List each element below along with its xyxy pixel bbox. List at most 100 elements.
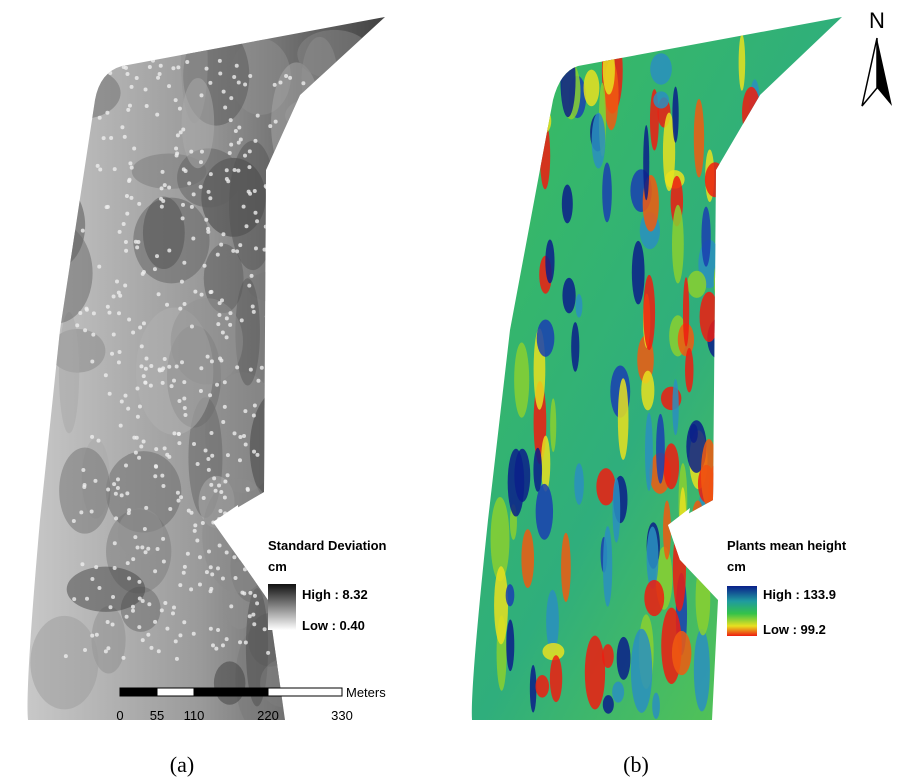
texture-dot	[90, 576, 95, 581]
texture-patch	[27, 294, 45, 348]
texture-dot	[111, 594, 116, 599]
texture-dot	[127, 508, 132, 513]
texture-dot	[97, 264, 102, 269]
texture-dot	[161, 559, 166, 564]
texture-dot	[89, 509, 94, 514]
texture-dot	[228, 311, 233, 316]
texture-patch	[506, 619, 515, 672]
texture-dot	[241, 204, 246, 209]
texture-patch	[701, 541, 723, 580]
texture-dot	[277, 574, 282, 579]
texture-patch	[539, 122, 551, 190]
texture-dot	[182, 380, 187, 385]
texture-patch	[335, 60, 381, 122]
texture-dot	[78, 311, 83, 316]
texture-dot	[121, 655, 126, 660]
texture-patch	[672, 379, 679, 436]
texture-dot	[221, 89, 226, 94]
texture-dot	[111, 294, 116, 299]
legend-high: High : 8.32	[302, 587, 368, 602]
texture-dot	[126, 107, 131, 112]
texture-dot	[278, 185, 283, 190]
texture-patch	[285, 96, 355, 135]
texture-dot	[118, 60, 123, 65]
texture-dot	[137, 201, 142, 206]
texture-patch	[750, 408, 765, 438]
texture-dot	[306, 128, 311, 133]
texture-patch	[551, 59, 560, 85]
texture-patch	[591, 112, 606, 169]
texture-dot	[177, 106, 182, 111]
texture-dot	[295, 569, 300, 574]
legend-unit: cm	[268, 559, 287, 574]
texture-patch	[736, 671, 750, 689]
texture-patch	[617, 378, 629, 460]
texture-dot	[208, 393, 213, 398]
texture-patch	[738, 34, 746, 91]
texture-dot	[244, 544, 249, 549]
legend-high: High : 133.9	[763, 587, 836, 602]
texture-dot	[189, 587, 194, 592]
texture-patch	[535, 483, 554, 540]
texture-dot	[140, 271, 145, 276]
texture-dot	[191, 192, 196, 197]
texture-dot	[153, 474, 158, 479]
texture-dot	[248, 590, 253, 595]
texture-patch	[105, 451, 182, 533]
texture-dot	[189, 204, 194, 209]
texture-dot	[156, 292, 161, 297]
texture-dot	[153, 619, 158, 624]
texture-dot	[115, 477, 120, 482]
texture-dot	[181, 127, 186, 132]
texture-patch	[267, 457, 322, 523]
texture-dot	[270, 163, 275, 168]
texture-dot	[137, 455, 142, 460]
texture-dot	[139, 444, 144, 449]
texture-dot	[215, 252, 220, 257]
texture-dot	[312, 444, 317, 449]
texture-patch	[297, 29, 372, 79]
texture-dot	[289, 493, 294, 498]
texture-dot	[85, 596, 90, 601]
texture-dot	[225, 453, 230, 458]
texture-patch	[529, 664, 537, 713]
texture-patch	[653, 91, 669, 109]
north-label: N	[869, 8, 885, 33]
texture-patch	[103, 28, 139, 66]
texture-dot	[125, 72, 130, 77]
texture-dot	[247, 283, 252, 288]
texture-dot	[224, 316, 229, 321]
texture-dot	[158, 63, 163, 68]
notch	[213, 505, 240, 560]
texture-dot	[208, 80, 213, 85]
arrow-half	[877, 38, 892, 106]
texture-dot	[207, 549, 212, 554]
texture-dot	[137, 579, 142, 584]
texture-patch	[672, 204, 684, 284]
texture-dot	[255, 113, 260, 118]
texture-dot	[276, 429, 281, 434]
texture-patch	[717, 526, 725, 551]
scale-segment	[267, 687, 343, 697]
texture-dot	[276, 235, 281, 240]
texture-dot	[159, 186, 164, 191]
texture-dot	[140, 598, 145, 603]
texture-patch	[560, 41, 576, 118]
texture-patch	[687, 270, 707, 298]
texture-dot	[285, 414, 290, 419]
texture-dot	[106, 487, 111, 492]
texture-dot	[217, 301, 222, 306]
texture-patch	[685, 347, 694, 393]
texture-dot	[209, 359, 214, 364]
texture-dot	[117, 229, 122, 234]
texture-dot	[216, 627, 221, 632]
map-b	[471, 17, 842, 720]
texture-dot	[131, 557, 136, 562]
texture-dot	[305, 573, 310, 578]
texture-dot	[175, 133, 180, 138]
texture-dot	[173, 639, 178, 644]
texture-dot	[130, 604, 135, 609]
texture-dot	[206, 457, 211, 462]
texture-patch	[596, 468, 616, 506]
